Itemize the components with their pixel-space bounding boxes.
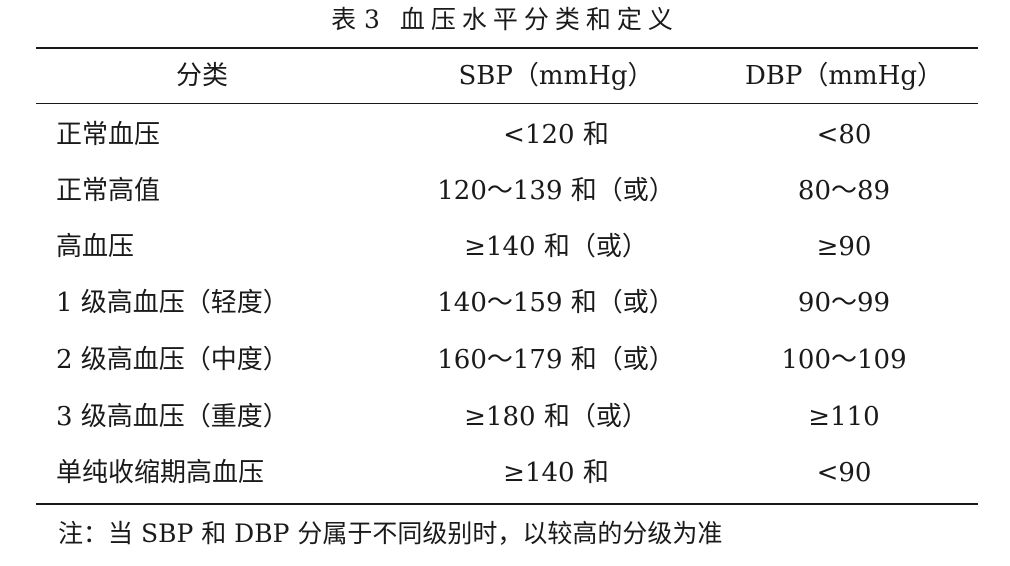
cell-sbp: ≥180 和（或） [464,402,648,432]
bottom-rule [36,503,978,505]
cell-sbp: 120～139 和（或） [437,176,675,206]
table-row: 3 级高血压（重度） ≥180 和（或） ≥110 [36,389,978,445]
cell-sbp: ≥140 和 [503,458,609,488]
cell-sbp: ≥140 和（或） [464,232,648,262]
top-rule [36,47,978,49]
header-row: 分类 SBP（mmHg） DBP（mmHg） [36,48,978,104]
cell-sbp: 160～179 和（或） [437,345,675,375]
table-row: 正常血压 <120 和 <80 [36,107,978,163]
cell-category: 高血压 [56,232,135,262]
cell-category: 3 级高血压（重度） [56,402,289,432]
table-row: 正常高值 120～139 和（或） 80～89 [36,163,978,219]
cell-sbp: <120 和 [503,120,609,150]
table-note: 注：当 SBP 和 DBP 分属于不同级别时，以较高的分级为准 [58,519,723,548]
cell-dbp: 80～89 [797,176,891,206]
cell-dbp: 100～109 [781,345,907,375]
table-row: 高血压 ≥140 和（或） ≥90 [36,219,978,275]
table-row: 1 级高血压（轻度） 140～159 和（或） 90～99 [36,275,978,331]
cell-category: 正常高值 [56,176,161,206]
header-category: 分类 [176,61,229,91]
cell-dbp: <90 [816,458,872,488]
table-caption: 表 3 血压水平分类和定义 [0,2,1010,38]
cell-category: 1 级高血压（轻度） [56,288,289,318]
header-sbp: SBP（mmHg） [458,61,654,91]
table-number: 表 3 [331,5,380,34]
header-rule [36,103,978,104]
cell-dbp: <80 [816,120,872,150]
table-row: 单纯收缩期高血压 ≥140 和 <90 [36,445,978,501]
table-row: 2 级高血压（中度） 160～179 和（或） 100～109 [36,332,978,388]
cell-dbp: 90～99 [797,288,891,318]
cell-dbp: ≥90 [816,232,872,262]
cell-dbp: ≥110 [808,402,880,432]
cell-category: 正常血压 [56,120,161,150]
table-title: 血压水平分类和定义 [399,5,679,34]
cell-category: 单纯收缩期高血压 [56,458,265,488]
cell-sbp: 140～159 和（或） [437,288,675,318]
header-dbp: DBP（mmHg） [744,61,944,91]
cell-category: 2 级高血压（中度） [56,345,289,375]
